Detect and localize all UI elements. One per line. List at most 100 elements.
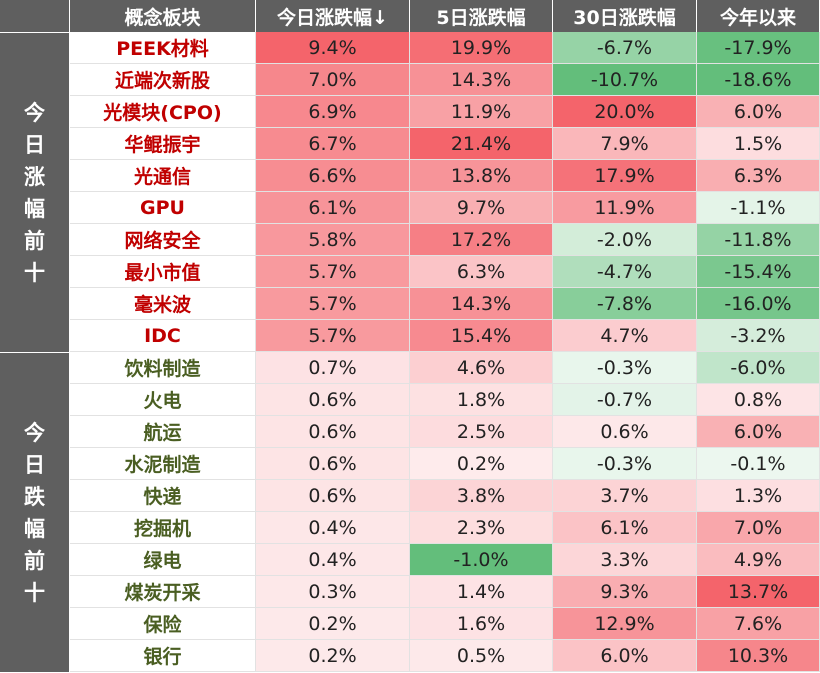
change-ytd-cell: -11.8% [697, 224, 820, 256]
sector-name[interactable]: 银行 [70, 640, 256, 672]
change-ytd-cell: -3.2% [697, 320, 820, 352]
change-30d-cell: 3.3% [553, 544, 697, 576]
change-5d-cell: 1.8% [410, 384, 553, 416]
change-5d-cell: 2.3% [410, 512, 553, 544]
change-ytd-cell: 0.8% [697, 384, 820, 416]
sector-name[interactable]: 光模块(CPO) [70, 96, 256, 128]
sector-name[interactable]: 挖掘机 [70, 512, 256, 544]
change-5d-cell: 21.4% [410, 128, 553, 160]
change-ytd-cell: -0.1% [697, 448, 820, 480]
change-30d-cell: -0.3% [553, 448, 697, 480]
change-ytd-cell: -17.9% [697, 32, 820, 64]
today-change-cell: 0.6% [256, 416, 410, 448]
change-30d-cell: 6.0% [553, 640, 697, 672]
sector-name[interactable]: 华鲲振宇 [70, 128, 256, 160]
column-header-3[interactable]: 30日涨跌幅 [553, 0, 697, 32]
today-change-cell: 5.8% [256, 224, 410, 256]
sector-name[interactable]: 保险 [70, 608, 256, 640]
column-header-2[interactable]: 5日涨跌幅 [410, 0, 553, 32]
change-5d-cell: 14.3% [410, 288, 553, 320]
column-header-1[interactable]: 今日涨跌幅↓ [256, 0, 410, 32]
today-change-cell: 6.1% [256, 192, 410, 224]
sector-name[interactable]: 煤炭开采 [70, 576, 256, 608]
sector-name[interactable]: 绿电 [70, 544, 256, 576]
change-ytd-cell: 4.9% [697, 544, 820, 576]
change-5d-cell: 13.8% [410, 160, 553, 192]
change-5d-cell: 2.5% [410, 416, 553, 448]
change-30d-cell: 9.3% [553, 576, 697, 608]
change-30d-cell: -2.0% [553, 224, 697, 256]
change-ytd-cell: 6.0% [697, 96, 820, 128]
change-ytd-cell: -16.0% [697, 288, 820, 320]
change-5d-cell: 15.4% [410, 320, 553, 352]
change-ytd-cell: 7.0% [697, 512, 820, 544]
change-ytd-cell: 6.3% [697, 160, 820, 192]
change-5d-cell: 3.8% [410, 480, 553, 512]
group-label-char: 十 [24, 580, 45, 605]
header-corner [0, 0, 70, 32]
sector-name[interactable]: 火电 [70, 384, 256, 416]
column-header-0: 概念板块 [70, 0, 256, 32]
sector-name[interactable]: IDC [70, 320, 256, 352]
sector-name[interactable]: 网络安全 [70, 224, 256, 256]
change-ytd-cell: -15.4% [697, 256, 820, 288]
change-5d-cell: 9.7% [410, 192, 553, 224]
change-ytd-cell: 6.0% [697, 416, 820, 448]
change-5d-cell: 0.2% [410, 448, 553, 480]
sector-name[interactable]: PEEK材料 [70, 32, 256, 64]
change-30d-cell: 6.1% [553, 512, 697, 544]
today-change-cell: 0.2% [256, 640, 410, 672]
group-label-char: 前 [24, 228, 45, 253]
change-ytd-cell: 7.6% [697, 608, 820, 640]
group-label-char: 今 [24, 100, 45, 125]
group-label-char: 今 [24, 420, 45, 445]
change-5d-cell: 4.6% [410, 352, 553, 384]
change-5d-cell: 1.4% [410, 576, 553, 608]
group-label-char: 十 [24, 260, 45, 285]
group-label-text: 今日跌幅前十 [24, 417, 45, 609]
today-change-cell: 0.4% [256, 544, 410, 576]
sector-name[interactable]: 快递 [70, 480, 256, 512]
sector-name[interactable]: 光通信 [70, 160, 256, 192]
today-change-cell: 5.7% [256, 320, 410, 352]
group-label-char: 幅 [24, 196, 45, 221]
change-ytd-cell: 1.5% [697, 128, 820, 160]
change-ytd-cell: 1.3% [697, 480, 820, 512]
today-change-cell: 0.7% [256, 352, 410, 384]
sector-name[interactable]: 水泥制造 [70, 448, 256, 480]
group-label-0: 今日涨幅前十 [0, 32, 70, 352]
sector-name[interactable]: 最小市值 [70, 256, 256, 288]
change-30d-cell: -0.3% [553, 352, 697, 384]
today-change-cell: 0.4% [256, 512, 410, 544]
group-label-char: 日 [24, 132, 45, 157]
sector-name[interactable]: 毫米波 [70, 288, 256, 320]
sector-name[interactable]: 航运 [70, 416, 256, 448]
change-30d-cell: -10.7% [553, 64, 697, 96]
change-5d-cell: 17.2% [410, 224, 553, 256]
column-header-4[interactable]: 今年以来 [697, 0, 820, 32]
today-change-cell: 5.7% [256, 288, 410, 320]
change-5d-cell: 6.3% [410, 256, 553, 288]
sector-name[interactable]: GPU [70, 192, 256, 224]
group-label-1: 今日跌幅前十 [0, 352, 70, 672]
today-change-cell: 9.4% [256, 32, 410, 64]
change-30d-cell: 11.9% [553, 192, 697, 224]
group-label-char: 跌 [24, 484, 45, 509]
change-30d-cell: 4.7% [553, 320, 697, 352]
today-change-cell: 0.6% [256, 448, 410, 480]
group-label-char: 幅 [24, 516, 45, 541]
group-label-char: 前 [24, 548, 45, 573]
change-30d-cell: 0.6% [553, 416, 697, 448]
change-5d-cell: 1.6% [410, 608, 553, 640]
change-30d-cell: 12.9% [553, 608, 697, 640]
change-30d-cell: -6.7% [553, 32, 697, 64]
change-30d-cell: -7.8% [553, 288, 697, 320]
sector-name[interactable]: 近端次新股 [70, 64, 256, 96]
change-ytd-cell: 13.7% [697, 576, 820, 608]
today-change-cell: 0.6% [256, 480, 410, 512]
change-5d-cell: 0.5% [410, 640, 553, 672]
sector-name[interactable]: 饮料制造 [70, 352, 256, 384]
today-change-cell: 0.3% [256, 576, 410, 608]
today-change-cell: 6.9% [256, 96, 410, 128]
